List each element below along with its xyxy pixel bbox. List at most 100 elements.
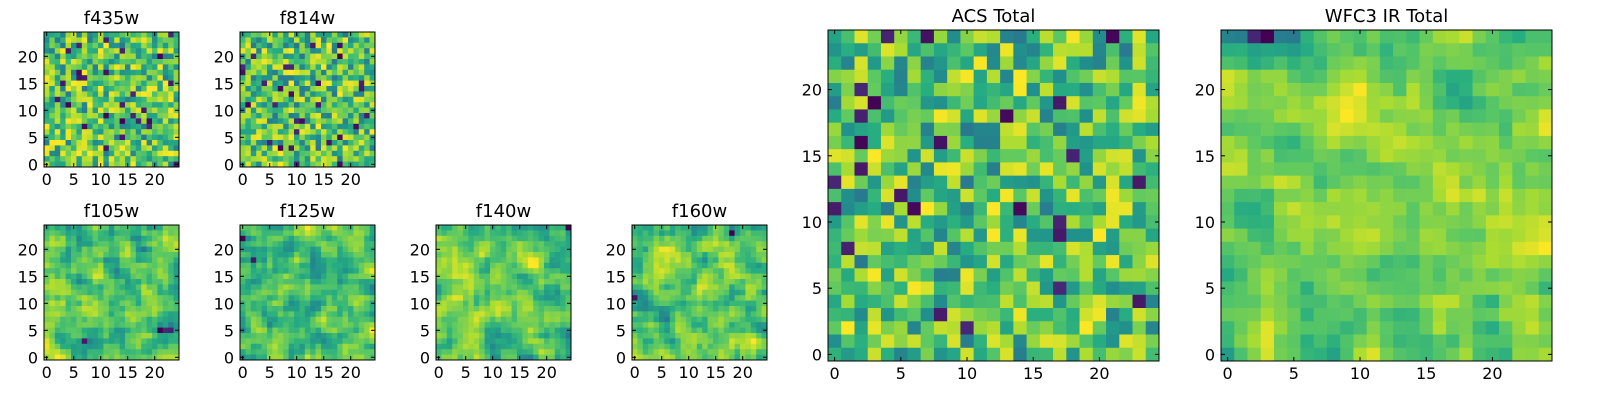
heatmap-cell (457, 338, 464, 345)
heatmap-cell (245, 306, 252, 312)
heatmap-cell (680, 241, 687, 247)
heatmap-cell (364, 80, 370, 87)
heatmap-cell (114, 80, 120, 87)
heatmap-cell (348, 75, 354, 81)
heatmap-cell (337, 343, 343, 350)
heatmap-cell (750, 333, 757, 339)
heatmap-cell (750, 306, 757, 312)
heatmap-cell (1066, 347, 1080, 362)
heatmap-cell (1353, 56, 1367, 71)
heatmap-cell (1340, 162, 1354, 176)
heatmap-cell (49, 225, 56, 231)
heatmap-cell (98, 230, 104, 237)
heatmap-cell (331, 150, 338, 157)
heatmap-cell (299, 113, 306, 119)
heatmap-cell (87, 140, 93, 146)
heatmap-cell (1273, 175, 1288, 190)
heatmap-cell (648, 235, 654, 242)
heatmap-cell (369, 279, 376, 285)
heatmap-cell (71, 86, 77, 92)
heatmap-cell (250, 295, 257, 301)
heatmap-cell (686, 268, 692, 274)
heatmap-cell (358, 75, 365, 81)
heatmap-cell (1066, 321, 1080, 335)
heatmap-cell (245, 235, 252, 242)
heatmap-cell (342, 150, 349, 157)
heatmap-cell (565, 268, 572, 274)
heatmap-cell (261, 134, 268, 141)
heatmap-cell (1145, 294, 1160, 309)
heatmap-cell (49, 235, 56, 242)
heatmap-cell (283, 75, 289, 81)
heatmap-cell (468, 343, 475, 350)
heatmap-cell (141, 102, 147, 108)
heatmap-cell (337, 354, 343, 361)
heatmap-cell (119, 257, 126, 264)
heatmap-cell (490, 338, 496, 345)
heatmap-cell (65, 311, 72, 318)
heatmap-cell (729, 268, 735, 274)
heatmap-cell (256, 316, 262, 323)
heatmap-cell (527, 241, 534, 247)
heatmap-cell (1379, 30, 1394, 44)
heatmap-cell (146, 156, 153, 162)
heatmap-cell (707, 295, 714, 301)
heatmap-cell (696, 343, 703, 350)
heatmap-cell (353, 134, 360, 141)
heatmap-cell (130, 64, 137, 71)
heatmap-cell (707, 268, 714, 274)
heatmap-cell (337, 59, 343, 65)
heatmap-cell (114, 53, 120, 60)
heatmap-cell (522, 338, 529, 345)
heatmap-cell (321, 113, 327, 119)
heatmap-cell (691, 289, 698, 296)
heatmap-cell (745, 327, 752, 334)
heatmap-cell (267, 333, 273, 339)
heatmap-cell (310, 75, 316, 81)
heatmap-cell (331, 354, 338, 361)
heatmap-cell (348, 118, 354, 125)
heatmap-cell (1273, 202, 1288, 216)
heatmap-cell (1326, 30, 1341, 44)
heatmap-cell (358, 306, 365, 312)
heatmap-cell (457, 268, 464, 274)
heatmap-cell (734, 246, 741, 253)
heatmap-cell (81, 80, 88, 87)
heatmap-cell (261, 295, 268, 301)
heatmap-cell (1432, 188, 1447, 203)
heatmap-cell (669, 311, 676, 318)
heatmap-cell (648, 300, 654, 307)
heatmap-cell (1485, 149, 1500, 163)
heatmap-cell (277, 80, 284, 87)
heatmap-cell (750, 338, 757, 345)
heatmap-cell (348, 134, 354, 141)
y-tick-label: 5 (224, 321, 234, 340)
heatmap-cell (441, 322, 448, 328)
heatmap-cell (653, 284, 660, 291)
heatmap-cell (1092, 347, 1107, 362)
heatmap-cell (65, 53, 72, 60)
heatmap-cell (664, 262, 671, 269)
heatmap-cell (353, 113, 360, 119)
heatmap-cell (114, 235, 120, 242)
heatmap-cell (463, 295, 469, 301)
heatmap-cell (272, 118, 279, 125)
heatmap-cell (500, 300, 507, 307)
heatmap-cell (294, 91, 300, 98)
heatmap-cell (71, 279, 77, 285)
heatmap-cell (294, 48, 300, 54)
heatmap-cell (675, 225, 681, 231)
heatmap-cell (364, 349, 370, 355)
heatmap-cell (103, 91, 110, 98)
heatmap-cell (310, 354, 316, 361)
heatmap-cell (49, 102, 56, 108)
heatmap-cell (713, 306, 719, 312)
heatmap-cell (65, 59, 72, 65)
heatmap-cell (1326, 202, 1341, 216)
heatmap-cell (544, 257, 550, 264)
heatmap-cell (511, 225, 518, 231)
heatmap-cell (1013, 228, 1027, 243)
heatmap-cell (527, 343, 534, 350)
heatmap-cell (549, 262, 556, 269)
heatmap-cell (114, 156, 120, 162)
